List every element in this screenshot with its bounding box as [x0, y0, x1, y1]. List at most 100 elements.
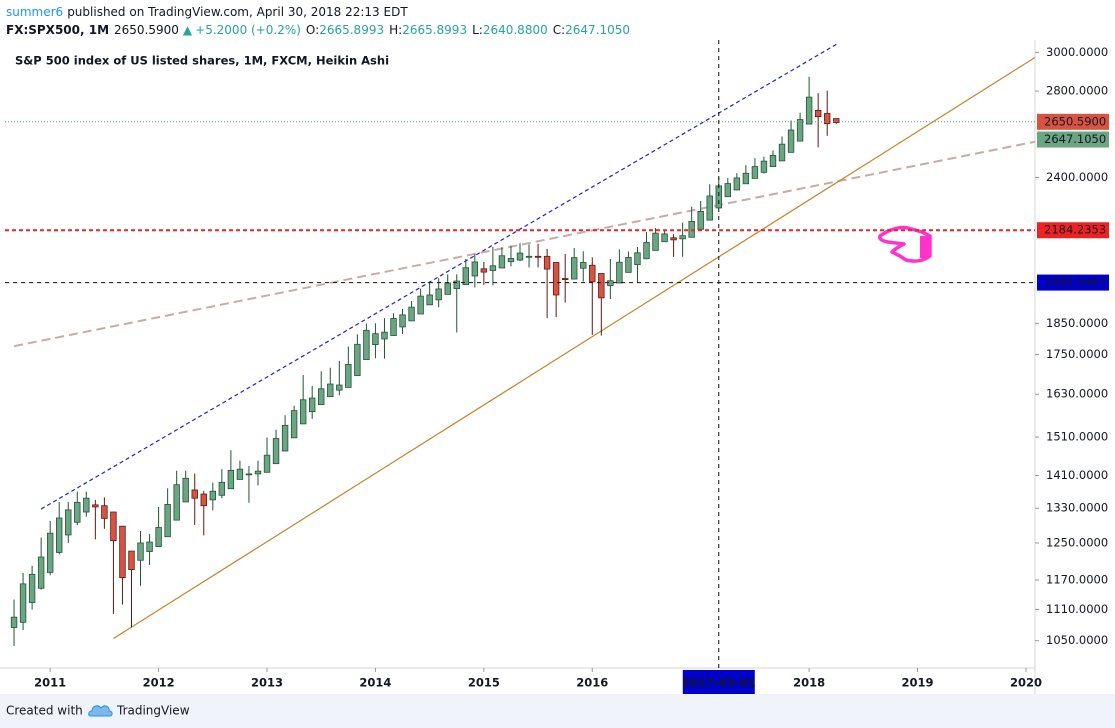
author[interactable]: summer6	[6, 5, 63, 19]
candle-body	[507, 258, 515, 263]
candle-body	[128, 550, 135, 570]
symbol: FX:SPX500, 1M	[6, 23, 109, 37]
candle-body	[787, 129, 795, 153]
price-label-box	[1037, 131, 1109, 148]
trend-line	[13, 140, 1036, 348]
ohlc-key: C:	[553, 23, 565, 37]
candle-body	[399, 314, 406, 328]
y-tick-label: 1330.0000	[1046, 501, 1108, 515]
candle-body	[769, 155, 777, 167]
candle-body	[516, 252, 524, 261]
candle-body	[137, 542, 144, 561]
candle-body	[10, 616, 18, 628]
candle-body	[444, 282, 451, 295]
candle-body	[796, 119, 804, 142]
candle-body	[236, 468, 244, 480]
candle-body	[101, 505, 108, 519]
candle-body	[561, 278, 569, 281]
candle-body	[28, 573, 36, 603]
candle-body	[245, 473, 253, 476]
change-arrow: ▲	[183, 23, 193, 37]
candle-body	[706, 195, 713, 221]
candle-body	[607, 280, 614, 286]
candle-body	[697, 210, 704, 230]
candle-body	[218, 481, 226, 496]
candle-body	[74, 501, 81, 523]
candle-body	[489, 265, 497, 271]
candle-body	[299, 399, 307, 425]
candle-body	[345, 364, 352, 388]
candle-body	[408, 306, 415, 322]
candle-body	[652, 232, 659, 251]
candle-body	[625, 256, 632, 273]
crosshair-x-label: 2017-03-01	[682, 676, 756, 690]
candle-body	[336, 384, 343, 391]
candle-body	[724, 183, 732, 198]
candle-body	[571, 257, 578, 280]
candle-body	[37, 556, 45, 589]
x-tick-label: 2015	[468, 676, 500, 690]
y-tick-label: 1750.0000	[1046, 347, 1108, 361]
candle-body	[670, 237, 677, 241]
candle-body	[580, 262, 587, 269]
x-tick-label: 2020	[1010, 676, 1042, 690]
x-tick-label: 2019	[902, 676, 934, 690]
candle-body	[543, 255, 551, 270]
candle-body	[462, 267, 469, 286]
candle-body	[426, 294, 433, 306]
candle-body	[417, 295, 424, 315]
y-tick-label: 1250.0000	[1046, 535, 1108, 549]
candle-body	[471, 261, 479, 277]
candle-body	[281, 424, 289, 452]
candle-body	[390, 318, 397, 336]
candle-body	[372, 333, 379, 345]
x-tick-label: 2013	[251, 676, 283, 690]
candle-body	[272, 438, 280, 465]
header-line-1: summer6 published on TradingView.com, Apr…	[6, 5, 408, 19]
candle-body	[589, 264, 596, 283]
footer-created: Created with	[6, 704, 83, 718]
candle-body	[155, 527, 162, 547]
ohlc-key: L:	[472, 23, 483, 37]
x-tick-label: 2011	[34, 676, 66, 690]
candle-body	[65, 509, 72, 536]
candle-body	[733, 177, 741, 191]
ohlc-value: 2665.8993	[402, 23, 467, 37]
ohlc-value: 2665.8993	[319, 23, 384, 37]
candle-body	[661, 233, 668, 243]
candle-body	[778, 143, 786, 162]
y-tick-label: 1410.0000	[1046, 468, 1108, 482]
candle-body	[173, 484, 180, 521]
trend-line	[113, 56, 1036, 640]
candle-body	[46, 532, 54, 573]
candle-body	[327, 383, 334, 398]
candle-body	[805, 96, 813, 125]
price-label: 2184.2353	[1044, 223, 1106, 237]
y-tick-label: 3000.0000	[1046, 45, 1108, 59]
candle-body	[146, 541, 153, 552]
candle-body	[119, 525, 126, 579]
crosshair-y-label: 1989.4467	[1044, 275, 1106, 289]
header-line-2: FX:SPX500, 1M 2650.5900 ▲ +5.2000 (+0.2%) O:…	[6, 23, 630, 37]
y-tick-label: 1170.0000	[1046, 573, 1108, 587]
price-label-box	[1037, 222, 1109, 239]
x-tick-label: 2016	[576, 676, 608, 690]
footer-brand[interactable]: TradingView	[116, 704, 190, 718]
candle-body	[598, 273, 605, 299]
crosshair-x-box	[682, 670, 755, 694]
footer-logo[interactable]	[88, 705, 113, 717]
candle-body	[823, 113, 831, 125]
x-tick-label: 2018	[793, 676, 825, 690]
candle-body	[209, 490, 217, 501]
candle-body	[308, 397, 316, 413]
candle-body	[480, 268, 488, 273]
change: +5.2000 (+0.2%)	[195, 23, 301, 37]
candle-body	[56, 517, 63, 553]
candle-body	[552, 262, 560, 296]
candle-body	[435, 288, 442, 301]
y-tick-label: 2800.0000	[1046, 84, 1108, 98]
y-tick-label: 1110.0000	[1046, 602, 1108, 616]
